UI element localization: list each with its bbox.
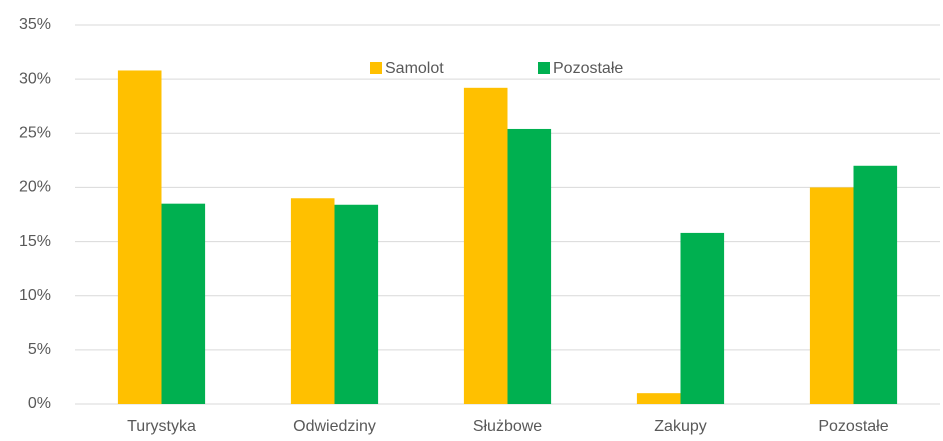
y-tick-label: 15% (19, 233, 51, 250)
x-tick-label: Zakupy (654, 418, 706, 435)
legend-label: Pozostałe (553, 60, 623, 77)
bar (117, 70, 162, 404)
bar (853, 165, 898, 404)
y-tick-label: 5% (28, 341, 51, 358)
y-tick-label: 10% (19, 287, 51, 304)
bar (334, 204, 379, 404)
y-tick-label: 0% (28, 395, 51, 412)
bar (290, 198, 335, 404)
y-tick-label: 35% (19, 16, 51, 33)
bar (463, 87, 508, 404)
y-tick-label: 30% (19, 70, 51, 87)
bar (161, 203, 206, 404)
x-tick-label: Służbowe (473, 418, 542, 435)
bar (507, 128, 552, 404)
bar (636, 393, 681, 404)
legend-swatch (370, 62, 382, 74)
x-tick-label: Pozostałe (818, 418, 888, 435)
bar (809, 187, 854, 404)
x-tick-label: Turystyka (127, 418, 196, 435)
y-tick-label: 25% (19, 125, 51, 142)
legend-label: Samolot (385, 60, 444, 77)
bar (680, 232, 725, 404)
legend-swatch (538, 62, 550, 74)
x-tick-label: Odwiedziny (293, 418, 376, 435)
y-tick-label: 20% (19, 179, 51, 196)
